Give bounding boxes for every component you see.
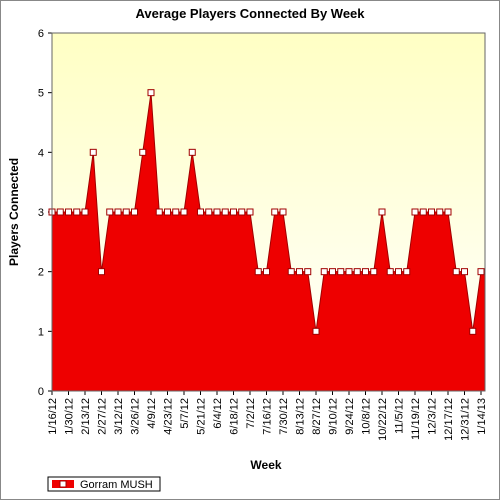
x-tick-label: 6/18/12 [229, 398, 241, 435]
legend-label: Gorram MUSH [80, 479, 153, 491]
x-tick-label: 10/22/12 [377, 398, 389, 441]
x-tick-label: 5/21/12 [196, 398, 208, 435]
marker [56, 208, 64, 216]
marker [411, 208, 419, 216]
y-tick-label: 4 [38, 147, 44, 159]
y-tick-label: 0 [38, 386, 44, 398]
marker [164, 208, 171, 216]
marker [98, 268, 105, 276]
marker [403, 268, 411, 276]
area [52, 92, 485, 392]
x-axis-label: Week [250, 458, 281, 472]
marker [312, 327, 320, 335]
x-tick-label: 8/27/12 [311, 398, 323, 435]
marker [172, 208, 180, 216]
marker [279, 208, 287, 216]
marker [81, 208, 89, 216]
marker [205, 208, 213, 216]
x-tick-label: 9/24/12 [344, 398, 356, 435]
x-tick-label: 12/3/12 [427, 398, 439, 435]
marker [353, 268, 361, 276]
marker [469, 327, 477, 335]
marker [230, 208, 237, 216]
marker [73, 208, 81, 216]
marker [428, 208, 435, 216]
y-axis-label: Players Connected [7, 158, 21, 266]
x-tick-label: 4/23/12 [163, 398, 175, 435]
marker [452, 268, 460, 276]
marker [337, 268, 345, 276]
y-tick-label: 6 [38, 28, 44, 40]
marker [477, 268, 485, 276]
x-tick-label: 10/8/12 [361, 398, 373, 435]
x-tick-label: 11/5/12 [394, 398, 406, 434]
x-tick-label: 12/17/12 [443, 398, 455, 441]
marker [188, 148, 196, 156]
x-tick-label: 11/19/12 [410, 398, 422, 440]
marker [329, 268, 336, 276]
marker [139, 148, 147, 156]
x-tick-label: 6/4/12 [212, 398, 224, 429]
chart-title: Average Players Connected By Week [135, 6, 365, 21]
marker [155, 208, 163, 216]
x-tick-label: 1/14/13 [476, 398, 488, 435]
x-tick-label: 4/9/12 [146, 398, 158, 429]
marker [378, 208, 386, 216]
marker [271, 208, 279, 216]
legend-marker [59, 480, 67, 488]
legend [47, 476, 161, 492]
marker [345, 268, 353, 276]
x-tick-label: 5/7/12 [179, 398, 191, 429]
x-tick-label: 2/27/12 [97, 398, 109, 435]
marker [444, 208, 452, 216]
marker [147, 89, 155, 97]
marker [122, 208, 130, 216]
marker [370, 268, 378, 276]
marker [304, 268, 312, 276]
x-tick-label: 3/26/12 [130, 398, 142, 435]
y-tick-label: 3 [38, 207, 44, 219]
marker [287, 268, 295, 276]
y-tick-label: 1 [38, 326, 44, 338]
marker [197, 208, 204, 216]
y-tick-label: 2 [38, 267, 44, 279]
marker [254, 268, 262, 276]
x-tick-label: 7/30/12 [278, 398, 290, 435]
marker [362, 268, 369, 276]
x-tick-label: 12/31/12 [460, 398, 472, 441]
marker [131, 208, 138, 216]
marker [238, 208, 246, 216]
marker [436, 208, 444, 216]
marker [246, 208, 254, 216]
marker [65, 208, 72, 216]
x-tick-label: 9/10/12 [328, 398, 340, 435]
plot-border [51, 32, 486, 392]
y-tick-label: 5 [38, 88, 44, 100]
marker [296, 268, 303, 276]
marker [180, 208, 188, 216]
x-tick-label: 3/12/12 [113, 398, 125, 435]
marker [386, 268, 394, 276]
marker [106, 208, 114, 216]
marker [263, 268, 270, 276]
marker [114, 208, 122, 216]
x-tick-label: 2/13/12 [80, 398, 92, 435]
marker [221, 208, 229, 216]
x-tick-label: 8/13/12 [295, 398, 307, 435]
x-tick-label: 7/2/12 [245, 398, 257, 429]
x-tick-label: 1/16/12 [47, 398, 59, 435]
marker [419, 208, 427, 216]
marker [89, 148, 97, 156]
marker [213, 208, 221, 216]
x-tick-label: 1/30/12 [64, 398, 76, 435]
marker [395, 268, 402, 276]
marker [461, 268, 468, 276]
x-tick-label: 7/16/12 [262, 398, 274, 435]
marker [320, 268, 328, 276]
